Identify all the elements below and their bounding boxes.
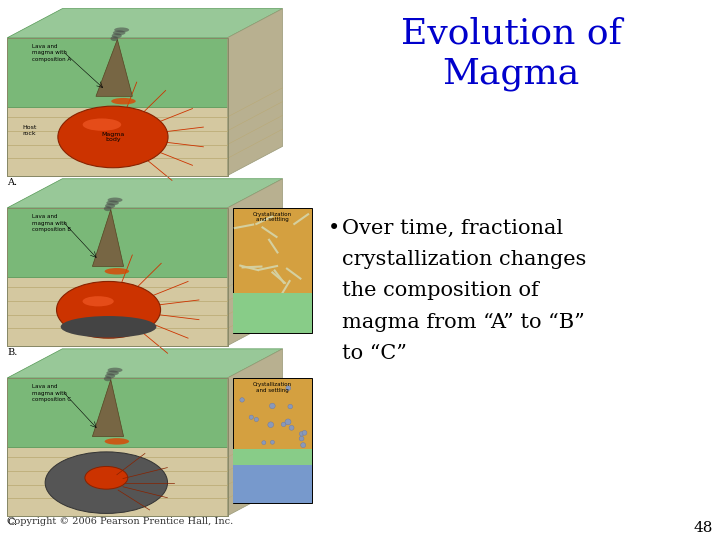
- Polygon shape: [233, 293, 312, 333]
- Polygon shape: [7, 106, 228, 176]
- Ellipse shape: [107, 200, 119, 205]
- Ellipse shape: [104, 206, 112, 211]
- Polygon shape: [92, 210, 124, 266]
- Ellipse shape: [240, 397, 244, 402]
- Ellipse shape: [83, 118, 121, 131]
- Text: the composition of: the composition of: [342, 281, 539, 300]
- Ellipse shape: [112, 33, 122, 38]
- Text: Host
rock: Host rock: [22, 125, 37, 136]
- Polygon shape: [92, 380, 124, 436]
- Ellipse shape: [105, 374, 115, 379]
- Ellipse shape: [85, 467, 127, 489]
- Polygon shape: [7, 38, 228, 106]
- Ellipse shape: [58, 106, 168, 168]
- Ellipse shape: [112, 98, 136, 104]
- Ellipse shape: [110, 36, 118, 41]
- Polygon shape: [233, 449, 312, 465]
- Text: B.: B.: [7, 348, 17, 357]
- Polygon shape: [228, 9, 283, 176]
- Text: Crystallization
and settling: Crystallization and settling: [253, 382, 292, 393]
- Ellipse shape: [288, 404, 292, 409]
- Ellipse shape: [262, 441, 266, 444]
- Polygon shape: [233, 465, 312, 503]
- Text: Lava and
magma with
composition A: Lava and magma with composition A: [32, 44, 71, 62]
- Ellipse shape: [83, 296, 114, 306]
- Text: Crystallization
and settling: Crystallization and settling: [253, 212, 292, 222]
- Polygon shape: [7, 179, 283, 208]
- Polygon shape: [7, 276, 228, 346]
- Ellipse shape: [107, 198, 122, 202]
- Text: crystallization changes: crystallization changes: [342, 250, 586, 269]
- Ellipse shape: [301, 443, 306, 448]
- Ellipse shape: [57, 281, 161, 338]
- Polygon shape: [7, 208, 228, 276]
- Ellipse shape: [104, 438, 129, 444]
- Polygon shape: [7, 9, 283, 38]
- Ellipse shape: [268, 422, 274, 428]
- Ellipse shape: [282, 422, 286, 427]
- Polygon shape: [7, 378, 228, 447]
- Ellipse shape: [302, 430, 307, 435]
- Ellipse shape: [113, 30, 125, 35]
- Ellipse shape: [107, 368, 122, 373]
- Polygon shape: [7, 349, 283, 378]
- Text: C.: C.: [7, 518, 17, 528]
- Ellipse shape: [285, 419, 291, 425]
- Ellipse shape: [300, 436, 304, 441]
- Text: Copyright © 2006 Pearson Prentice Hall, Inc.: Copyright © 2006 Pearson Prentice Hall, …: [7, 517, 233, 526]
- Ellipse shape: [286, 386, 291, 390]
- Polygon shape: [96, 39, 132, 96]
- Ellipse shape: [300, 431, 304, 436]
- Ellipse shape: [269, 403, 275, 409]
- Text: 48: 48: [693, 521, 713, 535]
- Polygon shape: [233, 378, 312, 503]
- Polygon shape: [233, 208, 312, 333]
- Polygon shape: [7, 447, 228, 516]
- Text: Lava and
magma with
composition C: Lava and magma with composition C: [32, 384, 71, 402]
- Ellipse shape: [107, 370, 119, 375]
- Text: •: •: [328, 219, 340, 238]
- Polygon shape: [228, 349, 283, 516]
- Ellipse shape: [114, 28, 129, 32]
- Ellipse shape: [249, 415, 253, 420]
- Text: Lava and
magma with
composition B: Lava and magma with composition B: [32, 214, 71, 232]
- Ellipse shape: [60, 316, 156, 338]
- Text: to “C”: to “C”: [342, 344, 407, 363]
- Ellipse shape: [105, 204, 115, 208]
- Ellipse shape: [289, 426, 294, 430]
- Ellipse shape: [104, 376, 112, 381]
- Polygon shape: [228, 179, 283, 346]
- Ellipse shape: [271, 440, 274, 444]
- Text: Evolution of
Magma: Evolution of Magma: [401, 16, 621, 91]
- Text: magma from “A” to “B”: magma from “A” to “B”: [342, 313, 585, 332]
- Text: Over time, fractional: Over time, fractional: [342, 219, 563, 238]
- Ellipse shape: [254, 417, 258, 422]
- Ellipse shape: [104, 268, 129, 274]
- Ellipse shape: [45, 452, 168, 514]
- Text: Magma
body: Magma body: [102, 132, 125, 143]
- Text: A.: A.: [7, 178, 17, 187]
